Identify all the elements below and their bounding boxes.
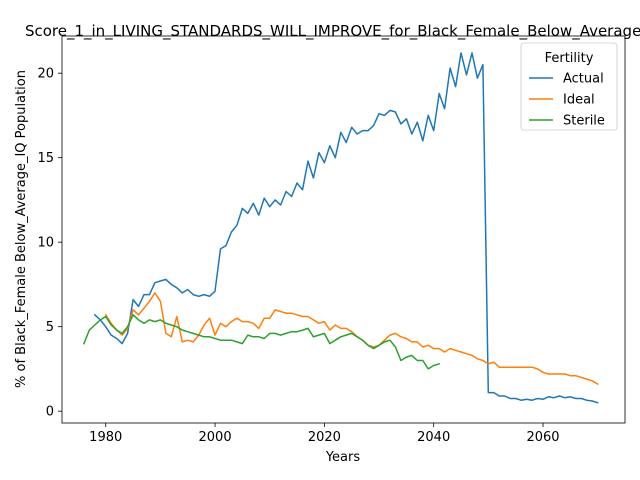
x-tick-label: 2040	[417, 430, 450, 445]
legend-title: Fertility	[545, 51, 594, 66]
x-tick-label: 2000	[199, 430, 232, 445]
y-axis: 0 5 10 15 20	[37, 67, 62, 420]
x-tick-label: 1980	[89, 430, 122, 445]
legend-frame	[520, 42, 618, 131]
y-tick-label: 20	[37, 67, 54, 82]
y-tick-label: 5	[46, 320, 54, 335]
y-axis-title: % of Black_Female Below_Average_IQ Popul…	[14, 70, 29, 388]
plot-area	[61, 35, 626, 424]
legend-label-actual: Actual	[563, 72, 604, 87]
series-line-actual	[93, 52, 599, 404]
x-tick-label: 2020	[308, 430, 341, 445]
legend: Fertility Actual Ideal Sterile	[520, 42, 618, 131]
series-line-ideal	[104, 292, 599, 386]
x-axis-title: Years	[325, 450, 361, 465]
x-tick-label: 2060	[526, 430, 559, 445]
x-axis: 1980 2000 2020 2040 2060	[89, 423, 560, 445]
series-line-sterile	[82, 314, 441, 370]
legend-label-ideal: Ideal	[563, 93, 595, 108]
legend-label-sterile: Sterile	[563, 114, 605, 129]
series-layer	[82, 52, 599, 404]
y-tick-label: 10	[37, 236, 54, 251]
chart-title: Score_1_in_LIVING_STANDARDS_WILL_IMPROVE…	[25, 22, 640, 41]
y-tick-label: 15	[37, 151, 54, 166]
y-tick-label: 0	[46, 405, 54, 420]
plot-frame	[61, 35, 626, 424]
